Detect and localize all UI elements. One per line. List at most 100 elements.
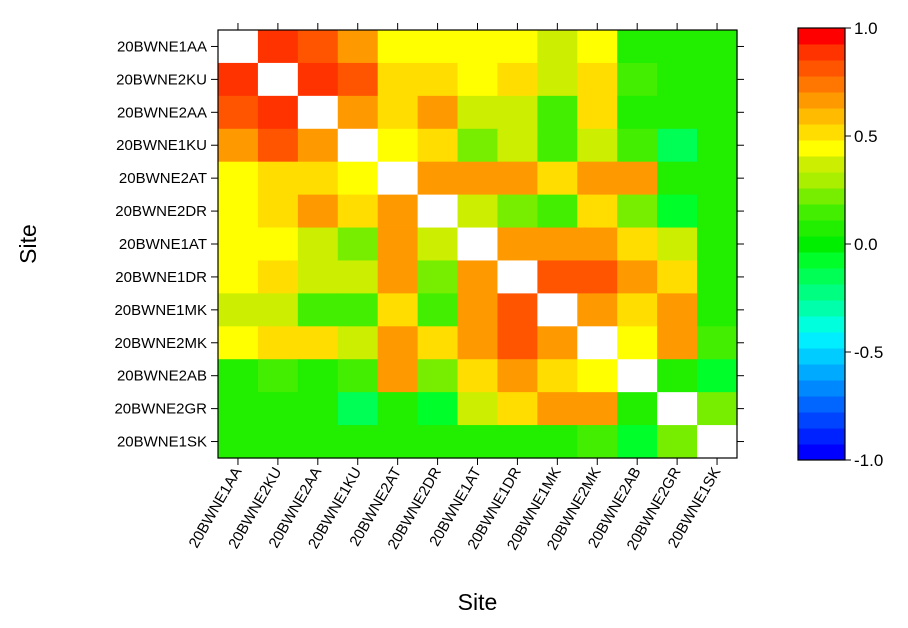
heatmap-cell bbox=[257, 227, 299, 262]
heatmap-cell bbox=[657, 392, 698, 426]
heatmap-cell bbox=[337, 30, 379, 64]
heatmap-cell bbox=[617, 425, 658, 459]
heatmap-cell bbox=[617, 392, 658, 426]
heatmap-cell bbox=[497, 326, 538, 360]
heatmap-cell bbox=[377, 30, 419, 64]
heatmap-cell bbox=[297, 95, 339, 130]
colorbar-tick-label: 0.0 bbox=[854, 235, 878, 254]
heatmap-cell bbox=[657, 260, 698, 294]
heatmap-cell bbox=[697, 194, 738, 229]
heatmap-cell bbox=[537, 392, 578, 426]
y-tick-label: 20BWNE2DR bbox=[115, 203, 207, 220]
heatmap-cell bbox=[537, 359, 578, 393]
colorbar-segment bbox=[798, 412, 845, 429]
heatmap-cell bbox=[257, 161, 299, 196]
heatmap-cell bbox=[537, 30, 578, 64]
heatmap-cell bbox=[497, 30, 538, 64]
heatmap-cell bbox=[497, 62, 538, 97]
heatmap-cell bbox=[617, 95, 658, 130]
heatmap-cell bbox=[657, 161, 698, 196]
heatmap-cell bbox=[497, 392, 538, 426]
heatmap-cell bbox=[377, 227, 419, 262]
heatmap-cell bbox=[657, 425, 698, 459]
heatmap-cell bbox=[697, 95, 738, 130]
colorbar-segment bbox=[798, 60, 845, 77]
heatmap-cell bbox=[497, 194, 538, 229]
heatmap-cell bbox=[417, 260, 459, 294]
heatmap-cell bbox=[457, 194, 499, 229]
heatmap-cell bbox=[577, 326, 618, 360]
heatmap-cell bbox=[577, 194, 618, 229]
heatmap-cell bbox=[417, 326, 459, 360]
heatmap-cell bbox=[497, 128, 538, 163]
heatmap-cell bbox=[657, 326, 698, 360]
heatmap-cell bbox=[218, 30, 259, 64]
heatmap-cell bbox=[497, 260, 538, 294]
heatmap-cell bbox=[457, 260, 499, 294]
heatmap-cell bbox=[537, 425, 578, 459]
colorbar-segment bbox=[798, 172, 845, 189]
heatmap-cell bbox=[697, 425, 738, 459]
heatmap-cell bbox=[297, 359, 339, 393]
heatmap-cell bbox=[257, 260, 299, 294]
heatmap-cell bbox=[657, 30, 698, 64]
heatmap-cell bbox=[218, 128, 259, 163]
heatmap-cell bbox=[657, 62, 698, 97]
heatmap-cell bbox=[337, 425, 379, 459]
x-axis-title: Site bbox=[458, 589, 498, 615]
heatmap-cell bbox=[377, 161, 419, 196]
heatmap-cell bbox=[537, 293, 578, 327]
heatmap-cell bbox=[297, 128, 339, 163]
heatmap-cell bbox=[297, 260, 339, 294]
heatmap-cell bbox=[537, 128, 578, 163]
heatmap-cell bbox=[577, 161, 618, 196]
heatmap-cell bbox=[257, 62, 299, 97]
heatmap-cell bbox=[537, 227, 578, 262]
heatmap-cell bbox=[218, 194, 259, 229]
y-tick-label: 20BWNE1AT bbox=[119, 236, 207, 253]
heatmap-cell bbox=[617, 227, 658, 262]
colorbar-segment bbox=[798, 300, 845, 317]
colorbar-segment bbox=[798, 44, 845, 61]
y-tick-label: 20BWNE2MK bbox=[114, 335, 207, 352]
heatmap-cell bbox=[537, 194, 578, 229]
colorbar-segment bbox=[798, 380, 845, 397]
heatmap-cell bbox=[297, 425, 339, 459]
heatmap-cell bbox=[377, 392, 419, 426]
colorbar-segment bbox=[798, 76, 845, 93]
heatmap-cell bbox=[457, 161, 499, 196]
colorbar-tick-label: 1.0 bbox=[854, 19, 878, 38]
heatmap-cell bbox=[218, 62, 259, 97]
colorbar-tick-label: -0.5 bbox=[854, 343, 883, 362]
heatmap-cell bbox=[657, 95, 698, 130]
heatmap-cell bbox=[417, 425, 459, 459]
heatmap-cell bbox=[218, 227, 259, 262]
heatmap-cell bbox=[497, 161, 538, 196]
heatmap-cell bbox=[417, 95, 459, 130]
heatmap-cell bbox=[457, 227, 499, 262]
heatmap-cell bbox=[337, 227, 379, 262]
heatmap-cell bbox=[497, 293, 538, 327]
colorbar-segment bbox=[798, 364, 845, 381]
heatmap-cell bbox=[617, 62, 658, 97]
heatmap-cell bbox=[537, 326, 578, 360]
heatmap-cell bbox=[617, 359, 658, 393]
heatmap-cell bbox=[377, 425, 419, 459]
heatmap-cell bbox=[297, 326, 339, 360]
heatmap-cell bbox=[417, 194, 459, 229]
heatmap-cell bbox=[417, 293, 459, 327]
y-tick-label: 20BWNE2AB bbox=[117, 368, 207, 385]
heatmap-cell bbox=[377, 293, 419, 327]
y-tick-label: 20BWNE2GR bbox=[114, 401, 207, 418]
heatmap-cell bbox=[377, 326, 419, 360]
heatmap-cell bbox=[617, 260, 658, 294]
colorbar-segment bbox=[798, 252, 845, 269]
y-axis-title: Site bbox=[15, 224, 41, 264]
heatmap-cell bbox=[457, 62, 499, 97]
heatmap-cell bbox=[417, 227, 459, 262]
heatmap-cell bbox=[417, 359, 459, 393]
heatmap-cell bbox=[218, 326, 259, 360]
heatmap-cell bbox=[257, 128, 299, 163]
heatmap-cell bbox=[257, 326, 299, 360]
